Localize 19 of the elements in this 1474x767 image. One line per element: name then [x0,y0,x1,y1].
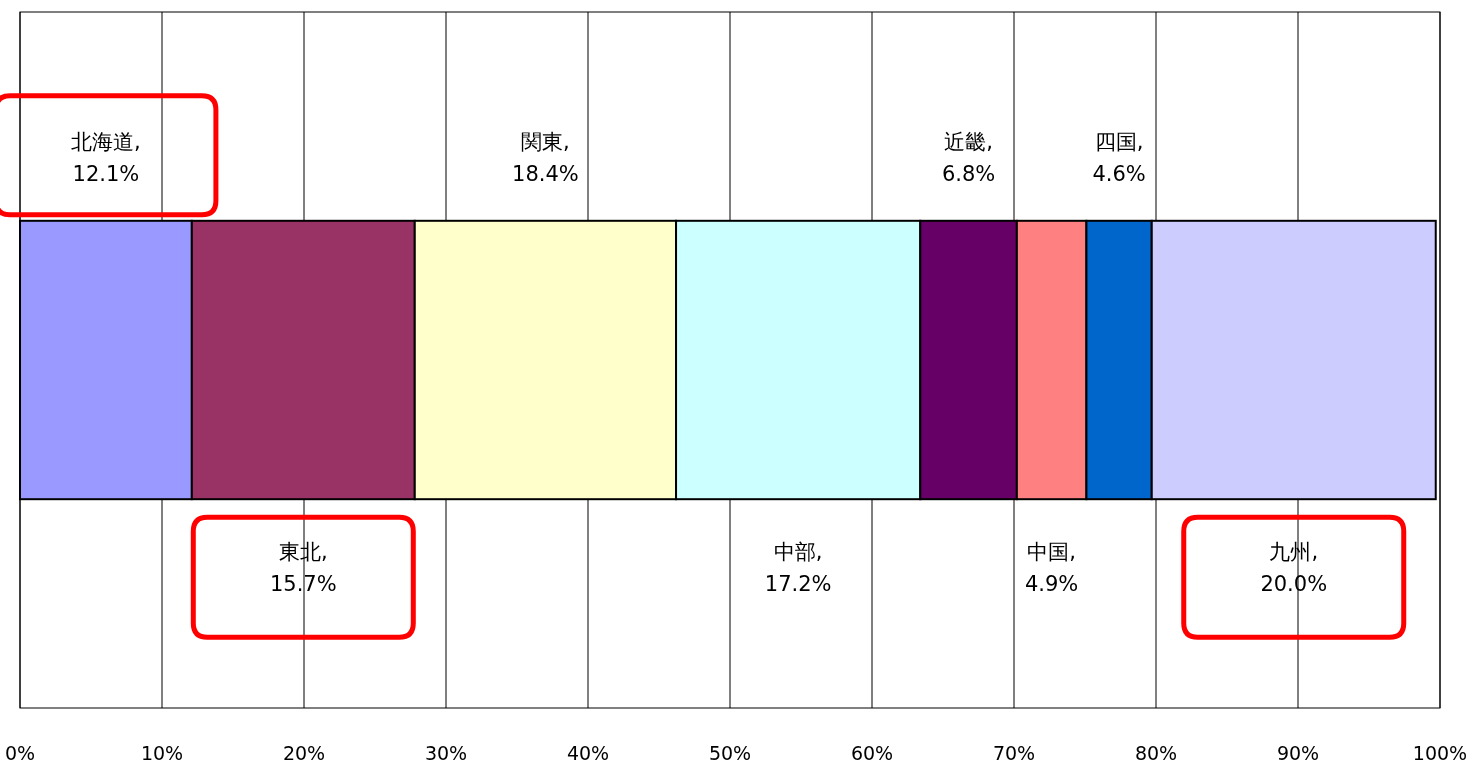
x-tick-label: 10% [140,742,184,764]
x-tick-label: 0% [4,742,36,764]
text: 関東, 18.4% [512,129,579,186]
x-tick-label: 100% [1412,742,1468,764]
text: 四国, 4.6% [1092,129,1146,186]
x-tick-label: 40% [566,742,610,764]
x-tick-label: 30% [424,742,468,764]
x-tick-label: 70% [992,742,1036,764]
text: 中国, 4.9% [1024,540,1079,597]
text: 北海道, 12.1% [71,129,141,186]
x-tick-label: 60% [850,742,894,764]
text: 九州, 20.0% [1260,540,1328,597]
x-tick-label: 50% [708,742,752,764]
x-tick-label: 90% [1276,742,1320,764]
x-tick-label: 80% [1134,742,1178,764]
text: 近畿, 6.8% [941,129,996,186]
text: 東北, 15.7% [269,540,337,597]
x-tick-label: 20% [282,742,326,764]
text: 中部, 17.2% [764,540,832,597]
